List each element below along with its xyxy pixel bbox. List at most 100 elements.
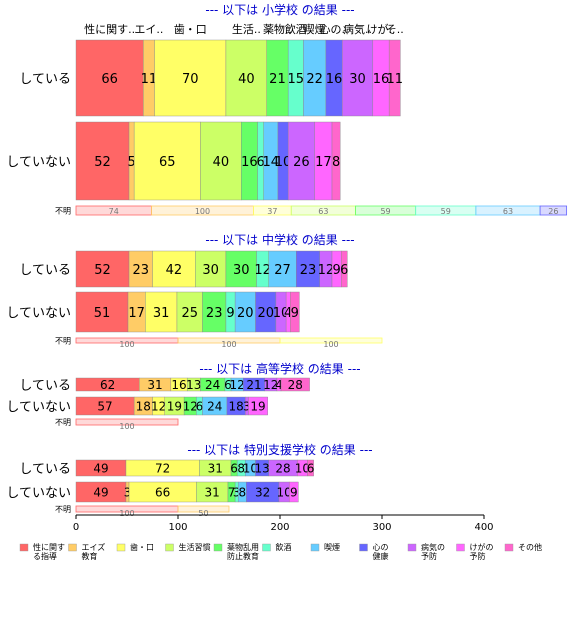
data-label: 5: [127, 155, 135, 170]
data-label: 13: [255, 462, 270, 476]
data-label: 9: [291, 306, 299, 321]
data-label: 12: [151, 400, 166, 414]
fumei-value: 59: [380, 207, 390, 216]
data-label: 6: [196, 400, 204, 414]
legend-swatch: [213, 543, 223, 552]
data-label: 10: [273, 306, 290, 321]
legend-swatch: [407, 543, 417, 552]
legend-label: 歯・口: [130, 542, 154, 552]
bar-segment: [248, 396, 268, 416]
legend-label: 防止教育: [227, 551, 259, 561]
bar-segment: [280, 377, 310, 392]
bar-segment: [268, 250, 297, 288]
top-category-label: 生活..: [232, 22, 261, 36]
data-label: 49: [93, 486, 108, 500]
fumei-value: 100: [119, 422, 134, 431]
data-label: 31: [208, 462, 223, 476]
top-category-label: 薬物..: [263, 22, 292, 36]
fumei-label: 不明: [55, 207, 71, 216]
data-label: 30: [202, 263, 219, 278]
fumei-value: 50: [198, 509, 208, 518]
top-category-label: 飲酒: [285, 22, 307, 36]
data-label: 23: [300, 263, 317, 278]
data-label: 21: [269, 72, 286, 87]
data-label: 13: [186, 378, 201, 392]
legend-swatch: [262, 543, 271, 552]
data-label: 16: [373, 72, 390, 87]
bar-segment: [75, 39, 144, 117]
fumei-value: 74: [109, 207, 119, 216]
legend-swatch: [165, 543, 174, 552]
tick-label: 200: [270, 522, 289, 533]
fumei-segment: [177, 505, 230, 513]
data-label: 11: [141, 72, 158, 87]
panel-1: --- 以下は 小学校 の結果 ---している 66 11 70 40 21 15 22 16 3…: [6, 2, 568, 216]
legend-swatch: [310, 543, 320, 552]
tick-label: 100: [168, 522, 187, 533]
data-label: 3: [124, 486, 132, 500]
row-label: していない: [6, 155, 71, 170]
fumei-value: 37: [267, 207, 277, 216]
data-label: 9: [226, 306, 234, 321]
data-label: 15: [288, 72, 305, 87]
fumei-value: 63: [318, 207, 328, 216]
legend-label: る指導: [33, 551, 57, 561]
fumei-value: 100: [221, 340, 236, 349]
legend-label: 教育: [82, 551, 98, 561]
chart-panels: 性に関す.. エイ.. 歯・口 生活.. 薬物..飲酒喫煙心の..病気..けが..そ..…: [6, 2, 568, 518]
bar-segment: [176, 291, 203, 333]
panel-title: --- 以下は 小学校 の結果 ---: [205, 2, 354, 17]
data-label: 3: [243, 400, 251, 414]
panel-2: --- 以下は 中学校 の結果 ---している 52 23 42 30 30 12 27 23 1…: [6, 232, 383, 349]
data-label: 19: [167, 400, 182, 414]
bar-segment: [145, 291, 178, 333]
bar-segment: [341, 250, 348, 288]
data-label: 66: [155, 486, 170, 500]
data-label: 8: [332, 155, 340, 170]
data-label: 28: [288, 378, 303, 392]
data-label: 16: [326, 72, 343, 87]
data-label: 52: [94, 263, 111, 278]
bar-segment: [75, 121, 130, 201]
data-label: 31: [153, 306, 170, 321]
top-category-label: 心の..: [320, 23, 349, 36]
legend-label: その他: [518, 542, 542, 552]
panel-title: --- 以下は 中学校 の結果 ---: [205, 232, 354, 247]
data-label: 72: [155, 462, 170, 476]
data-label: 8: [237, 462, 245, 476]
bar-segment: [200, 121, 242, 201]
data-label: 62: [100, 378, 115, 392]
fumei-value: 100: [119, 340, 134, 349]
fumei-segment: [75, 418, 179, 426]
data-label: 6: [256, 155, 264, 170]
row-label: していない: [6, 486, 71, 501]
bar-segment: [288, 481, 299, 503]
data-label: 9: [290, 486, 298, 500]
data-label: 18: [228, 400, 243, 414]
data-label: 14: [263, 155, 280, 170]
data-label: 4: [275, 378, 283, 392]
data-label: 31: [147, 378, 162, 392]
data-label: 12: [183, 400, 198, 414]
x-axis: 0 100 200 300 400: [73, 514, 494, 533]
legend-swatch: [19, 543, 29, 552]
fumei-value: 26: [548, 207, 558, 216]
data-label: 10: [243, 462, 258, 476]
data-label: 22: [306, 72, 323, 87]
legend-swatch: [68, 543, 77, 552]
bar-segment: [225, 39, 267, 117]
data-label: 26: [293, 155, 310, 170]
data-label: 27: [274, 263, 291, 278]
data-label: 20: [257, 306, 274, 321]
data-label: 23: [132, 263, 149, 278]
legend-label: 健康: [373, 551, 389, 561]
legend-label: けがの: [470, 542, 494, 552]
fumei-value: 63: [503, 207, 513, 216]
legend-swatch: [456, 543, 465, 552]
data-label: 16: [241, 155, 258, 170]
fumei-value: 59: [441, 207, 451, 216]
row-label: していない: [6, 306, 71, 321]
legend-label: 病気の: [421, 542, 445, 552]
